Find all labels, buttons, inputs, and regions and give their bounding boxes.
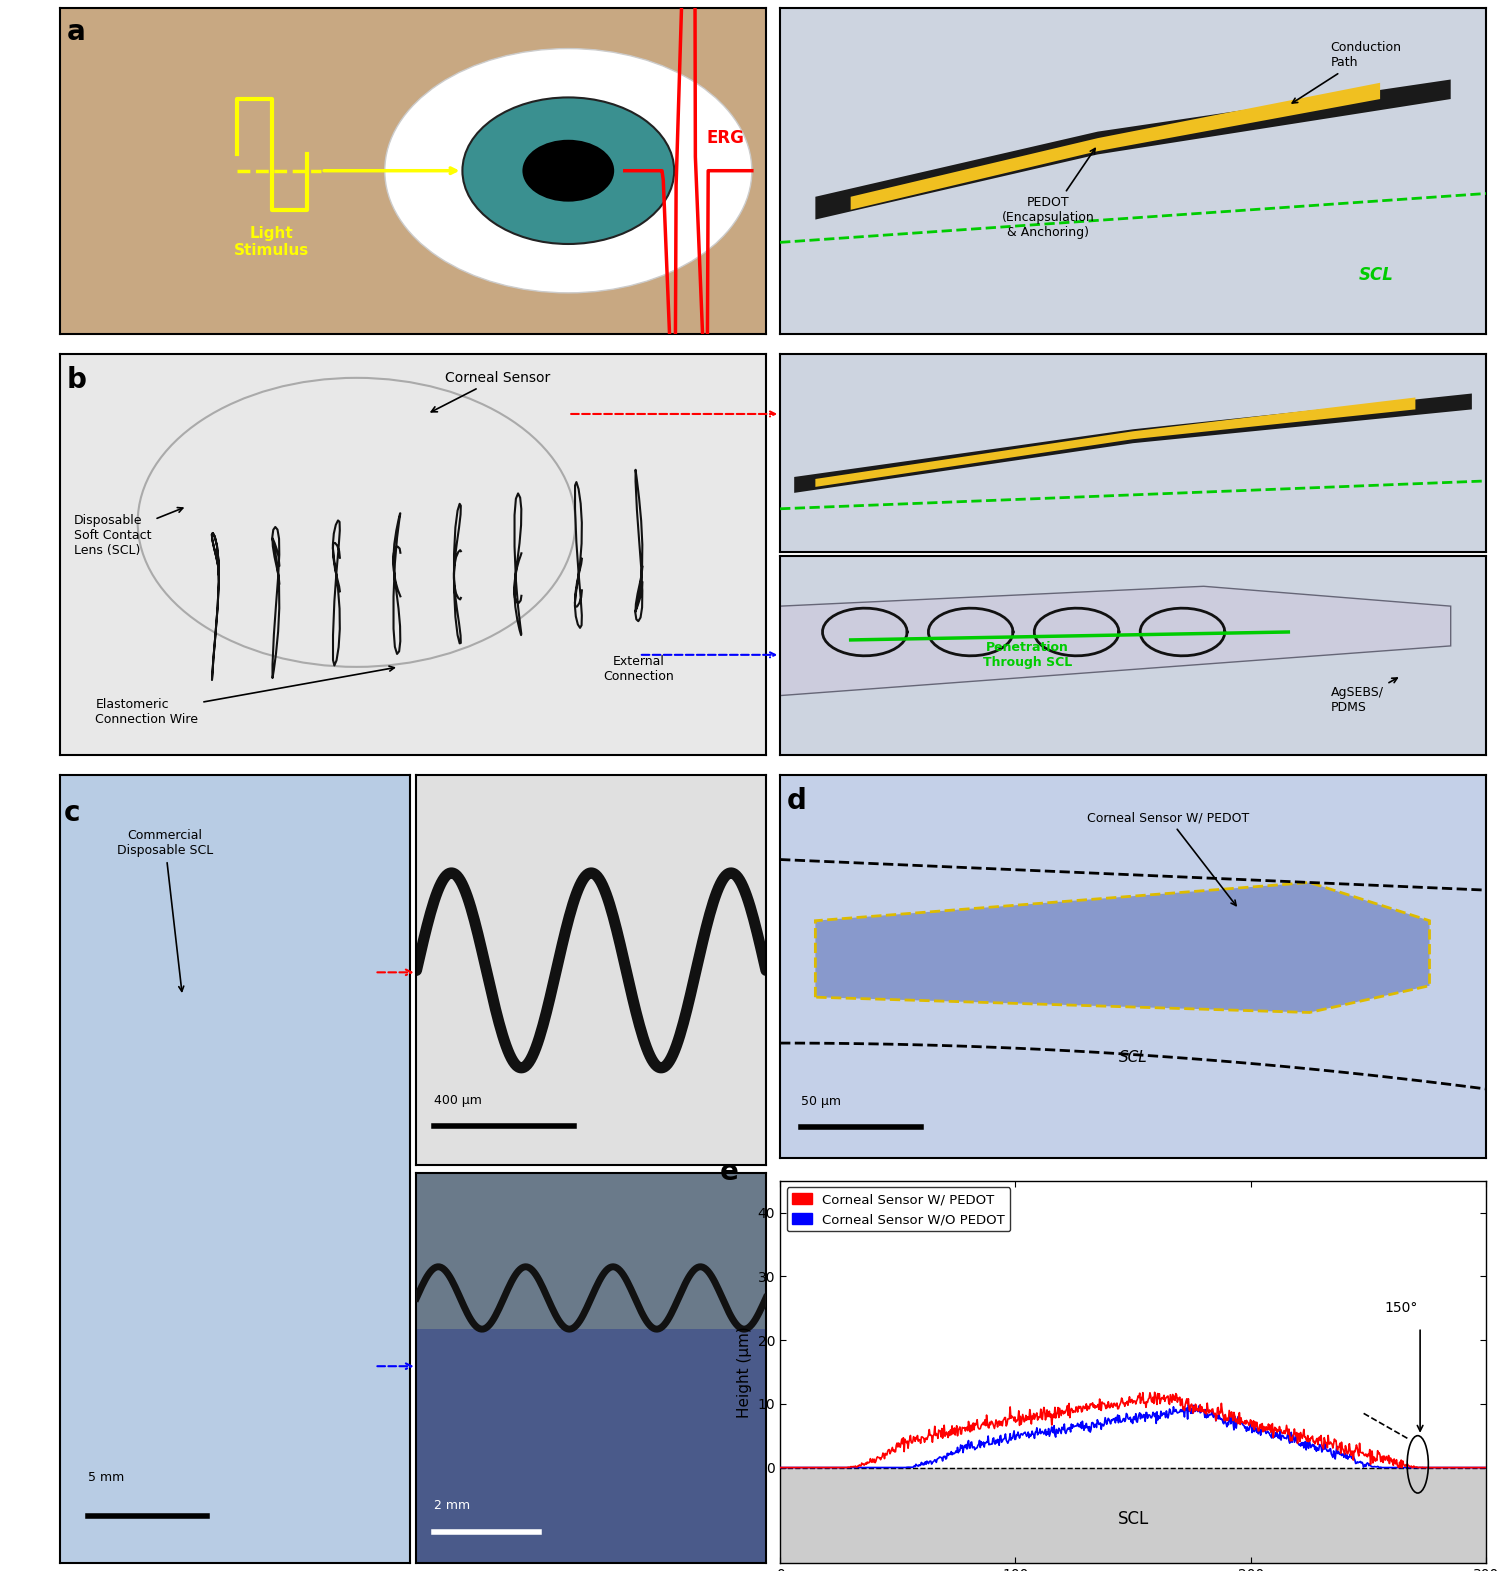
Text: Penetration
Through SCL: Penetration Through SCL xyxy=(983,641,1072,669)
Text: ERG: ERG xyxy=(707,129,744,148)
Ellipse shape xyxy=(384,49,752,292)
Text: Corneal Sensor: Corneal Sensor xyxy=(431,371,551,412)
Ellipse shape xyxy=(138,379,575,666)
Polygon shape xyxy=(416,1329,766,1563)
Text: Disposable
Soft Contact
Lens (SCL): Disposable Soft Contact Lens (SCL) xyxy=(74,507,183,558)
Bar xyxy=(781,1467,1486,1563)
Text: Conduction
Path: Conduction Path xyxy=(1292,41,1402,104)
Polygon shape xyxy=(815,80,1450,220)
Ellipse shape xyxy=(462,97,674,244)
Legend: Corneal Sensor W/ PEDOT, Corneal Sensor W/O PEDOT: Corneal Sensor W/ PEDOT, Corneal Sensor … xyxy=(787,1188,1010,1232)
Text: 150°: 150° xyxy=(1385,1301,1418,1315)
Text: AgSEBS/
PDMS: AgSEBS/ PDMS xyxy=(1331,679,1397,715)
Text: SCL: SCL xyxy=(1117,1510,1148,1527)
Polygon shape xyxy=(781,353,1486,553)
Polygon shape xyxy=(60,8,766,333)
Text: 5 mm: 5 mm xyxy=(89,1472,125,1485)
Y-axis label: Height (μm): Height (μm) xyxy=(737,1326,752,1417)
Text: PEDOT
(Encapsulation
& Anchoring): PEDOT (Encapsulation & Anchoring) xyxy=(1003,149,1096,239)
Text: External
Connection: External Connection xyxy=(603,655,674,683)
Polygon shape xyxy=(781,776,1486,1158)
Text: Elastomeric
Connection Wire: Elastomeric Connection Wire xyxy=(96,666,395,726)
Text: Corneal Sensor W/ PEDOT: Corneal Sensor W/ PEDOT xyxy=(1087,811,1249,905)
Text: 400 μm: 400 μm xyxy=(434,1093,482,1108)
Text: Light
Stimulus: Light Stimulus xyxy=(234,226,309,259)
Polygon shape xyxy=(794,393,1472,493)
Text: a: a xyxy=(68,17,86,46)
Polygon shape xyxy=(781,8,1486,333)
Text: SCL: SCL xyxy=(1358,265,1394,284)
Text: 50 μm: 50 μm xyxy=(802,1095,841,1108)
Polygon shape xyxy=(416,776,766,1166)
Text: e: e xyxy=(720,1158,738,1186)
Ellipse shape xyxy=(522,140,614,201)
Text: Commercial
Disposable SCL: Commercial Disposable SCL xyxy=(117,829,213,991)
Text: b: b xyxy=(68,366,87,394)
Polygon shape xyxy=(815,397,1415,487)
Polygon shape xyxy=(60,776,410,1563)
Polygon shape xyxy=(815,883,1429,1012)
Text: 2 mm: 2 mm xyxy=(434,1499,470,1513)
Text: d: d xyxy=(787,787,808,815)
Text: SCL: SCL xyxy=(1118,1049,1147,1065)
Polygon shape xyxy=(416,1174,766,1563)
Polygon shape xyxy=(851,83,1379,211)
Polygon shape xyxy=(781,556,1486,756)
Polygon shape xyxy=(781,586,1450,696)
Text: c: c xyxy=(63,800,80,826)
